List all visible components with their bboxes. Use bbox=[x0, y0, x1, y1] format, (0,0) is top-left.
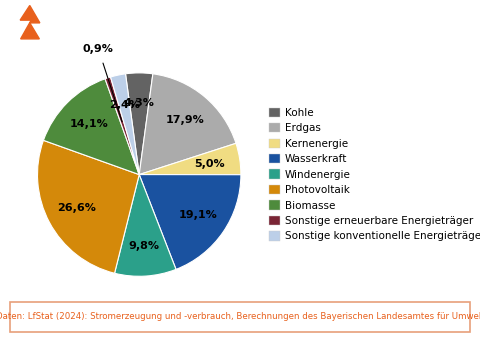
Wedge shape bbox=[37, 140, 139, 273]
Text: Daten: LfStat (2024): Stromerzeugung und -verbrauch, Berechnungen des Bayerische: Daten: LfStat (2024): Stromerzeugung und… bbox=[0, 313, 480, 321]
Wedge shape bbox=[110, 74, 139, 175]
Polygon shape bbox=[20, 5, 40, 39]
Text: 19,1%: 19,1% bbox=[179, 210, 217, 220]
Text: 2,4%: 2,4% bbox=[109, 100, 140, 110]
Text: 14,1%: 14,1% bbox=[70, 119, 108, 129]
Wedge shape bbox=[115, 175, 176, 276]
Text: 26,6%: 26,6% bbox=[57, 203, 96, 213]
Wedge shape bbox=[139, 175, 241, 270]
Text: 0,9%: 0,9% bbox=[83, 44, 114, 54]
Text: Struktur der Bruttostromerzeugung in Bayern 2023: Struktur der Bruttostromerzeugung in Bay… bbox=[46, 15, 472, 31]
Wedge shape bbox=[139, 143, 241, 175]
Circle shape bbox=[0, 5, 222, 41]
Wedge shape bbox=[105, 77, 139, 175]
Wedge shape bbox=[44, 79, 139, 175]
FancyBboxPatch shape bbox=[10, 302, 470, 332]
Text: 4,3%: 4,3% bbox=[124, 98, 155, 108]
Wedge shape bbox=[125, 73, 153, 175]
Text: 17,9%: 17,9% bbox=[166, 115, 204, 125]
Text: 5,0%: 5,0% bbox=[194, 159, 225, 168]
Wedge shape bbox=[139, 74, 236, 175]
Text: 9,8%: 9,8% bbox=[128, 241, 159, 251]
Legend: Kohle, Erdgas, Kernenergie, Wasserkraft, Windenergie, Photovoltaik, Biomasse, So: Kohle, Erdgas, Kernenergie, Wasserkraft,… bbox=[269, 108, 480, 241]
